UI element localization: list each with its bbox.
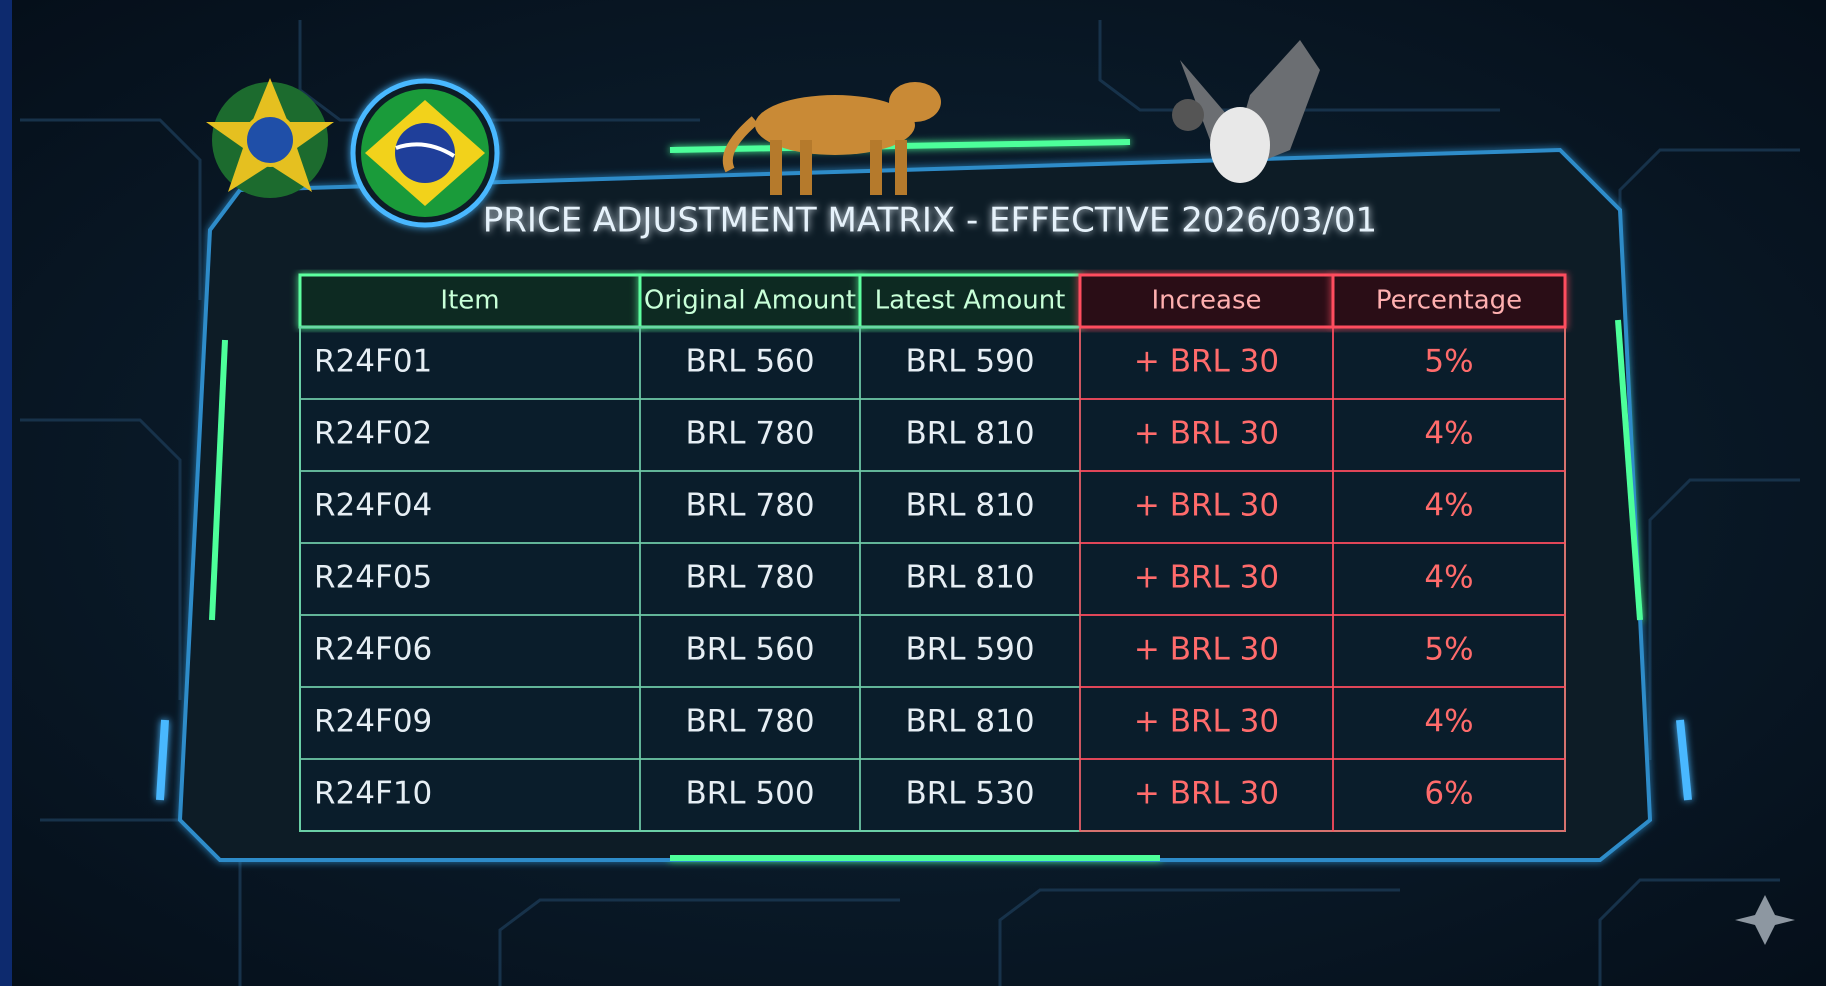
- page: PRICE ADJUSTMENT MATRIX - EFFECTIVE 2026…: [0, 0, 1826, 986]
- cell-text: BRL 810: [905, 416, 1034, 452]
- screen: PRICE ADJUSTMENT MATRIX - EFFECTIVE 2026…: [0, 0, 1826, 986]
- cell-text: BRL 530: [905, 776, 1034, 812]
- cell-text: BRL 780: [685, 416, 814, 452]
- header-label: Item: [440, 286, 499, 316]
- title: PRICE ADJUSTMENT MATRIX - EFFECTIVE 2026…: [483, 201, 1377, 241]
- cell-text: R24F05: [314, 560, 432, 596]
- cell-text: 4%: [1424, 704, 1473, 740]
- cell-text: + BRL 30: [1134, 632, 1279, 668]
- cell-text: + BRL 30: [1134, 776, 1279, 812]
- cell-text: R24F01: [314, 344, 432, 380]
- cell-text: BRL 780: [685, 704, 814, 740]
- cell-text: + BRL 30: [1134, 488, 1279, 524]
- header-label: Latest Amount: [875, 286, 1066, 316]
- cell-text: 4%: [1424, 488, 1473, 524]
- cell-text: BRL 810: [905, 704, 1034, 740]
- cell-text: 5%: [1424, 632, 1473, 668]
- header-label: Original Amount: [644, 286, 856, 316]
- cell-text: R24F04: [314, 488, 432, 524]
- cell-text: BRL 810: [905, 560, 1034, 596]
- cell-text: + BRL 30: [1134, 560, 1279, 596]
- cell-text: 6%: [1424, 776, 1473, 812]
- cell-text: R24F09: [314, 704, 432, 740]
- cell-text: BRL 780: [685, 488, 814, 524]
- cell-text: R24F06: [314, 632, 432, 668]
- left-edge: [0, 0, 12, 986]
- cell-text: R24F02: [314, 416, 432, 452]
- cell-text: R24F10: [314, 776, 432, 812]
- cell-text: + BRL 30: [1134, 416, 1279, 452]
- cell-text: BRL 560: [685, 344, 814, 380]
- cell-text: + BRL 30: [1134, 704, 1279, 740]
- cell-text: BRL 590: [905, 632, 1034, 668]
- brazil-flag: [353, 81, 497, 225]
- cell-text: BRL 590: [905, 344, 1034, 380]
- cell-text: 4%: [1424, 560, 1473, 596]
- price-table: Item Original Amount Latest Amount Increase…: [300, 275, 1565, 831]
- cell-text: 5%: [1424, 344, 1473, 380]
- cell-text: BRL 780: [685, 560, 814, 596]
- cell-text: BRL 810: [905, 488, 1034, 524]
- cell-text: 4%: [1424, 416, 1473, 452]
- cell-text: + BRL 30: [1134, 344, 1279, 380]
- header-label: Percentage: [1376, 286, 1522, 316]
- cell-text: BRL 560: [685, 632, 814, 668]
- cell-text: BRL 500: [685, 776, 814, 812]
- header-label: Increase: [1151, 286, 1261, 316]
